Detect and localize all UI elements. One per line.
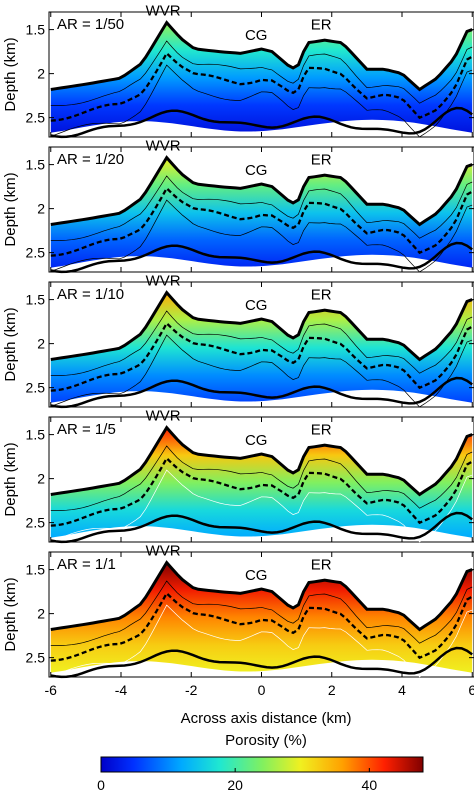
feature-label: CG [245, 162, 268, 179]
y-tick-label: 2 [37, 66, 45, 82]
x-tick-label: -2 [185, 682, 198, 698]
feature-label: CG [245, 297, 268, 314]
panel-title: AR = 1/10 [57, 286, 124, 303]
porosity-contour [50, 469, 473, 543]
dashed-contour [50, 456, 473, 527]
dashed-contour [50, 51, 473, 122]
porosity-contour [50, 40, 473, 106]
y-tick-label: 2.5 [26, 515, 46, 531]
y-tick-label: 1.5 [26, 157, 46, 173]
feature-label: ER [311, 17, 332, 34]
y-tick-label: 2 [37, 606, 45, 622]
panel: AR = 1/50 WVR CG ER 1.5 2 2.5 Depth (km) [2, 3, 474, 139]
seafloor-line [50, 425, 473, 497]
feature-label: WVR [146, 543, 181, 560]
panel-title: AR = 1/1 [57, 556, 116, 573]
porosity-field [50, 157, 473, 268]
y-tick-label: 1.5 [26, 292, 46, 308]
porosity-field [50, 562, 473, 673]
feature-label: CG [245, 567, 268, 584]
feature-label: ER [311, 152, 332, 169]
porosity-field [50, 292, 473, 403]
porosity-contour [50, 580, 473, 646]
porosity-contour [50, 604, 473, 678]
feature-label: ER [311, 287, 332, 304]
dashed-contour [50, 186, 473, 257]
seafloor-line [50, 20, 473, 92]
y-axis-label: Depth (km) [2, 37, 19, 111]
y-tick-label: 2.5 [26, 245, 46, 261]
y-tick-label: 1.5 [26, 22, 46, 38]
feature-label: ER [311, 557, 332, 574]
porosity-contour [50, 310, 473, 376]
feature-label: WVR [146, 3, 181, 20]
porosity-contour [50, 175, 473, 241]
feature-label: CG [245, 27, 268, 44]
colorbar-tick-label: 40 [362, 777, 378, 793]
panel: AR = 1/20 WVR CG ER 1.5 2 2.5 Depth (km) [2, 138, 474, 274]
y-axis-label: Depth (km) [2, 577, 19, 651]
seafloor-line [50, 155, 473, 227]
feature-label: WVR [146, 138, 181, 155]
panel: AR = 1/5 WVR CG ER 1.5 2 2.5 Depth (km) [2, 408, 474, 544]
x-tick-label: -4 [115, 682, 128, 698]
feature-label: CG [245, 432, 268, 449]
porosity-contour [50, 64, 473, 138]
feature-label: WVR [146, 408, 181, 425]
y-tick-label: 2 [37, 201, 45, 217]
seafloor-line [50, 290, 473, 362]
x-axis: -6 -4 -2 0 2 4 6 [45, 682, 474, 698]
dashed-contour [50, 321, 473, 392]
colorbar-tick-label: 0 [97, 777, 105, 793]
colorbar-ticks: 0 20 40 [97, 768, 377, 793]
y-tick-label: 2 [37, 471, 45, 487]
feature-label: ER [311, 422, 332, 439]
porosity-field [50, 427, 473, 538]
x-tick-label: 4 [398, 682, 406, 698]
colorbar [100, 756, 424, 773]
panel-title: AR = 1/5 [57, 421, 116, 438]
porosity-field [50, 22, 473, 133]
y-axis-label: Depth (km) [2, 307, 19, 381]
x-tick-label: 2 [328, 682, 336, 698]
y-tick-label: 2.5 [26, 110, 46, 126]
panel-title: AR = 1/50 [57, 16, 124, 33]
panel-title: AR = 1/20 [57, 151, 124, 168]
y-tick-label: 2 [37, 336, 45, 352]
panel: AR = 1/1 WVR CG ER 1.5 2 2.5 Depth (km) [2, 543, 474, 679]
porosity-contour [50, 199, 473, 273]
y-tick-label: 1.5 [26, 562, 46, 578]
y-tick-label: 1.5 [26, 427, 46, 443]
y-tick-label: 2.5 [26, 650, 46, 666]
dashed-contour [50, 591, 473, 662]
feature-label: WVR [146, 273, 181, 290]
y-axis-label: Depth (km) [2, 442, 19, 516]
colorbar-tick-label: 20 [227, 777, 243, 793]
x-tick-label: -6 [45, 682, 58, 698]
colorbar-label: Porosity (%) [225, 732, 307, 749]
panel: AR = 1/10 WVR CG ER 1.5 2 2.5 Depth (km) [2, 273, 474, 409]
x-tick-label: 0 [258, 682, 266, 698]
seafloor-line [50, 560, 473, 632]
y-axis-label: Depth (km) [2, 172, 19, 246]
x-tick-label: 6 [468, 682, 474, 698]
porosity-contour [50, 445, 473, 511]
porosity-contour [50, 334, 473, 408]
x-axis-label: Across axis distance (km) [181, 710, 352, 727]
y-tick-label: 2.5 [26, 380, 46, 396]
